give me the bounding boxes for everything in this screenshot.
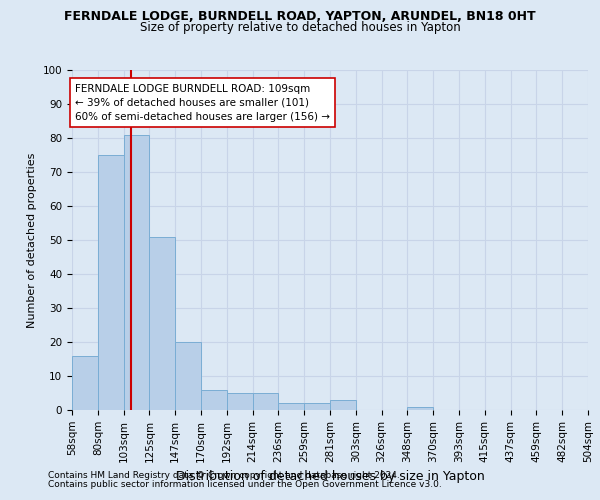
Bar <box>175 342 201 410</box>
Bar <box>227 393 253 410</box>
Text: FERNDALE LODGE BURNDELL ROAD: 109sqm
← 39% of detached houses are smaller (101)
: FERNDALE LODGE BURNDELL ROAD: 109sqm ← 3… <box>75 84 330 122</box>
Y-axis label: Number of detached properties: Number of detached properties <box>27 152 37 328</box>
Bar <box>278 403 304 410</box>
Text: FERNDALE LODGE, BURNDELL ROAD, YAPTON, ARUNDEL, BN18 0HT: FERNDALE LODGE, BURNDELL ROAD, YAPTON, A… <box>64 10 536 23</box>
Text: Size of property relative to detached houses in Yapton: Size of property relative to detached ho… <box>140 21 460 34</box>
Bar <box>98 155 124 410</box>
Bar <box>304 403 330 410</box>
Bar <box>253 393 278 410</box>
Bar <box>201 390 227 410</box>
Bar <box>330 400 356 410</box>
Bar <box>149 236 175 410</box>
X-axis label: Distribution of detached houses by size in Yapton: Distribution of detached houses by size … <box>176 470 484 483</box>
Bar <box>407 406 433 410</box>
Text: Contains HM Land Registry data © Crown copyright and database right 2024.: Contains HM Land Registry data © Crown c… <box>48 471 400 480</box>
Bar <box>124 134 149 410</box>
Bar <box>72 356 98 410</box>
Text: Contains public sector information licensed under the Open Government Licence v3: Contains public sector information licen… <box>48 480 442 489</box>
